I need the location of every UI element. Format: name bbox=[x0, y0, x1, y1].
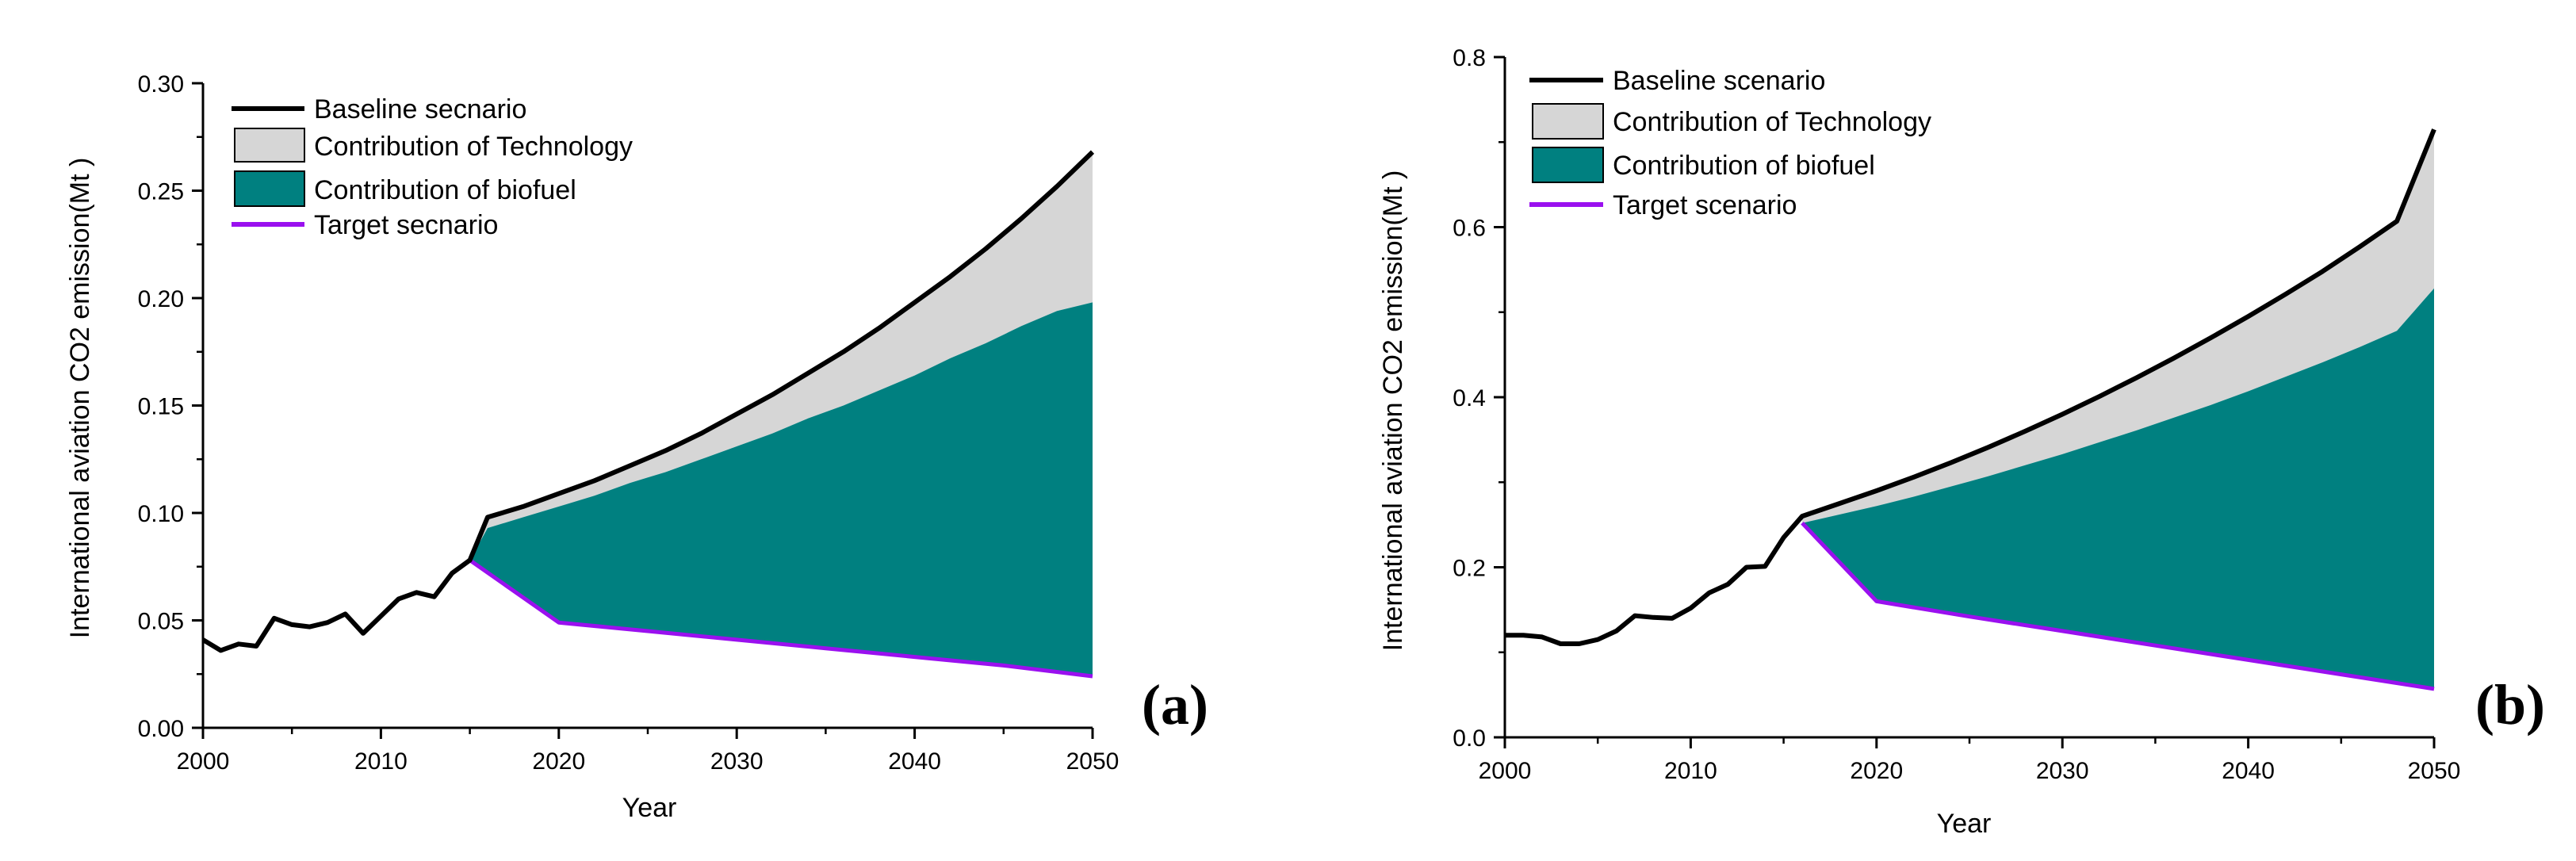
legend-label-baseline-a: Baseline secnario bbox=[314, 94, 526, 124]
y-axis-title-a: International aviation CO2 emission(Mt ) bbox=[65, 158, 95, 639]
x-axis-title-b: Year bbox=[1937, 809, 1992, 839]
x-tick-label-a: 2040 bbox=[888, 748, 941, 775]
chart-panel-b: 2000 2010 2020 2030 2040 20500.00.20.40.60.8 … bbox=[1378, 45, 2545, 839]
y-tick-label-a: 0.30 bbox=[138, 71, 184, 98]
x-tick-label-b: 2000 bbox=[1479, 758, 1532, 784]
x-tick-label-a: 2010 bbox=[354, 748, 408, 775]
plot-area-a bbox=[201, 150, 1095, 679]
legend-swatch-biofuel-b bbox=[1532, 147, 1604, 183]
legend-label-technology-a: Contribution of Technology bbox=[314, 132, 633, 162]
chart-panel-a: 2000 2010 2020 2030 2040 2050 0.00 0.05 0.10 0.15… bbox=[65, 71, 1208, 823]
y-tick-label-a: 0.25 bbox=[138, 179, 184, 205]
x-tick-label-b: 2040 bbox=[2222, 758, 2275, 784]
legend-swatch-technology-a bbox=[234, 128, 305, 163]
legend-label-biofuel-b: Contribution of biofuel bbox=[1613, 151, 1875, 181]
panel-label-a: (a) bbox=[1142, 673, 1208, 737]
x-tick-label-a: 2000 bbox=[177, 748, 230, 775]
legend-label-target-b: Target scenario bbox=[1613, 190, 1797, 220]
y-tick-label-b: 0.6 bbox=[1453, 216, 1486, 242]
legend-label-biofuel-a: Contribution of biofuel bbox=[314, 175, 576, 205]
baseline-line-a bbox=[201, 150, 1095, 653]
x-tick-label-b: 2010 bbox=[1664, 758, 1717, 784]
y-tick-label-a: 0.00 bbox=[138, 716, 184, 742]
ticks-b: 2000 2010 2020 2030 2040 2050 0.0 0.2 0.4 0.6 0.8 bbox=[1453, 45, 2460, 784]
x-tick-label-b: 2030 bbox=[2036, 758, 2089, 784]
biofuel-area-b bbox=[1802, 288, 2434, 689]
legend-label-technology-b: Contribution of Technology bbox=[1613, 107, 1931, 137]
y-tick-label-b: 0.4 bbox=[1453, 385, 1486, 411]
legend-a: Baseline secnario Contribution of Techno… bbox=[232, 94, 633, 240]
legend-label-baseline-b: Baseline scenario bbox=[1613, 66, 1825, 96]
y-tick-label-a: 0.05 bbox=[138, 609, 184, 635]
x-tick-label-b: 2050 bbox=[2408, 758, 2461, 784]
legend-b: Baseline scenario Contribution of Techno… bbox=[1529, 66, 1931, 220]
panel-label-b: (b) bbox=[2475, 673, 2545, 737]
y-tick-label-a: 0.10 bbox=[138, 501, 184, 527]
legend-swatch-biofuel-a bbox=[234, 170, 305, 207]
x-tick-label-b: 2020 bbox=[1850, 758, 1903, 784]
technology-area-b bbox=[1802, 129, 2434, 523]
y-tick-label-b: 0.8 bbox=[1453, 45, 1486, 71]
y-tick-label-b: 0.0 bbox=[1453, 725, 1486, 752]
ticks-a: 2000 2010 2020 2030 2040 2050 0.00 0.05 0.10 0.15… bbox=[138, 71, 1120, 775]
target-line-a bbox=[469, 558, 1093, 679]
y-axis-title-b: International aviation CO2 emission(Mt ) bbox=[1378, 170, 1408, 652]
y-tick-label-a: 0.15 bbox=[138, 394, 184, 420]
biofuel-area-a bbox=[469, 302, 1093, 676]
x-axis-title-a: Year bbox=[622, 793, 677, 823]
x-tick-label-a: 2050 bbox=[1066, 748, 1120, 775]
y-tick-label-b: 0.2 bbox=[1453, 556, 1486, 582]
legend-label-target-a: Target secnario bbox=[314, 210, 498, 240]
legend-swatch-technology-b bbox=[1532, 103, 1604, 140]
plot-area-b bbox=[1505, 128, 2436, 691]
x-tick-label-a: 2030 bbox=[710, 748, 764, 775]
baseline-line-b bbox=[1505, 128, 2436, 646]
y-tick-label-a: 0.20 bbox=[138, 286, 184, 312]
target-line-b bbox=[1801, 521, 2435, 691]
x-tick-label-a: 2020 bbox=[532, 748, 585, 775]
